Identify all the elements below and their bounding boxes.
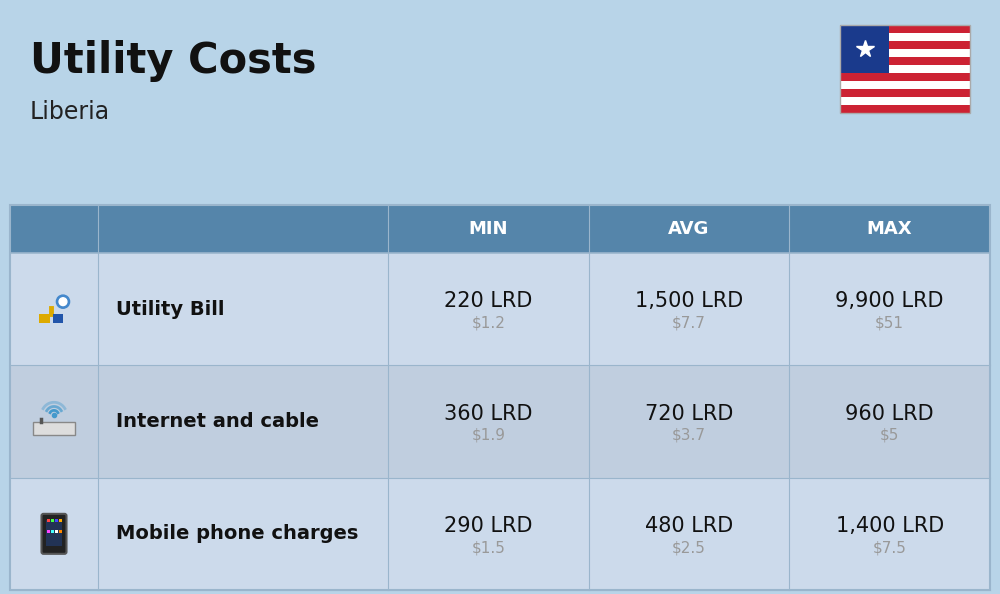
Text: 9,900 LRD: 9,900 LRD [835, 291, 944, 311]
Text: AVG: AVG [668, 220, 710, 238]
Bar [47, 530, 50, 533]
Circle shape [59, 298, 67, 305]
Text: 1,500 LRD: 1,500 LRD [635, 291, 743, 311]
Bar [840, 89, 970, 97]
Bar [51, 519, 54, 522]
Text: Liberia: Liberia [30, 100, 110, 124]
Bar [840, 57, 970, 65]
Bar [10, 253, 990, 365]
Bar [840, 49, 970, 57]
Text: $7.5: $7.5 [873, 541, 907, 555]
Bar [46, 520, 62, 546]
Text: $5: $5 [880, 428, 899, 443]
FancyBboxPatch shape [42, 514, 66, 554]
Text: MIN: MIN [469, 220, 508, 238]
Bar [39, 314, 50, 323]
Bar [840, 25, 970, 33]
Text: 290 LRD: 290 LRD [444, 516, 533, 536]
Text: $51: $51 [875, 315, 904, 331]
Bar [52, 314, 63, 323]
Text: $3.7: $3.7 [672, 428, 706, 443]
Bar [840, 25, 970, 113]
Bar [840, 105, 970, 113]
Bar [840, 81, 970, 89]
Text: 720 LRD: 720 LRD [645, 403, 733, 424]
Text: $2.5: $2.5 [672, 541, 706, 555]
Text: 220 LRD: 220 LRD [444, 291, 533, 311]
Bar [51, 530, 54, 533]
Bar [55, 519, 58, 522]
Circle shape [56, 295, 70, 308]
Text: 960 LRD: 960 LRD [845, 403, 934, 424]
Text: $1.2: $1.2 [471, 315, 505, 331]
Bar [840, 41, 970, 49]
Text: MAX: MAX [867, 220, 912, 238]
Bar [59, 519, 62, 522]
Text: 1,400 LRD: 1,400 LRD [836, 516, 944, 536]
Bar [840, 65, 970, 73]
Bar [840, 25, 889, 73]
Text: 480 LRD: 480 LRD [645, 516, 733, 536]
Text: $1.5: $1.5 [471, 541, 505, 555]
Bar [840, 33, 970, 41]
Text: $7.7: $7.7 [672, 315, 706, 331]
Bar [59, 530, 62, 533]
Text: Utility Bill: Utility Bill [116, 299, 224, 318]
Bar [10, 205, 990, 590]
Text: $1.9: $1.9 [471, 428, 505, 443]
Bar [10, 365, 990, 478]
Text: Utility Costs: Utility Costs [30, 40, 316, 82]
Text: 360 LRD: 360 LRD [444, 403, 533, 424]
Bar [10, 478, 990, 590]
Bar [840, 73, 970, 81]
Bar [840, 97, 970, 105]
Bar [47, 519, 50, 522]
Text: Internet and cable: Internet and cable [116, 412, 319, 431]
Text: Mobile phone charges: Mobile phone charges [116, 525, 358, 544]
Bar [10, 205, 990, 253]
Bar [55, 530, 58, 533]
Bar [33, 422, 75, 435]
